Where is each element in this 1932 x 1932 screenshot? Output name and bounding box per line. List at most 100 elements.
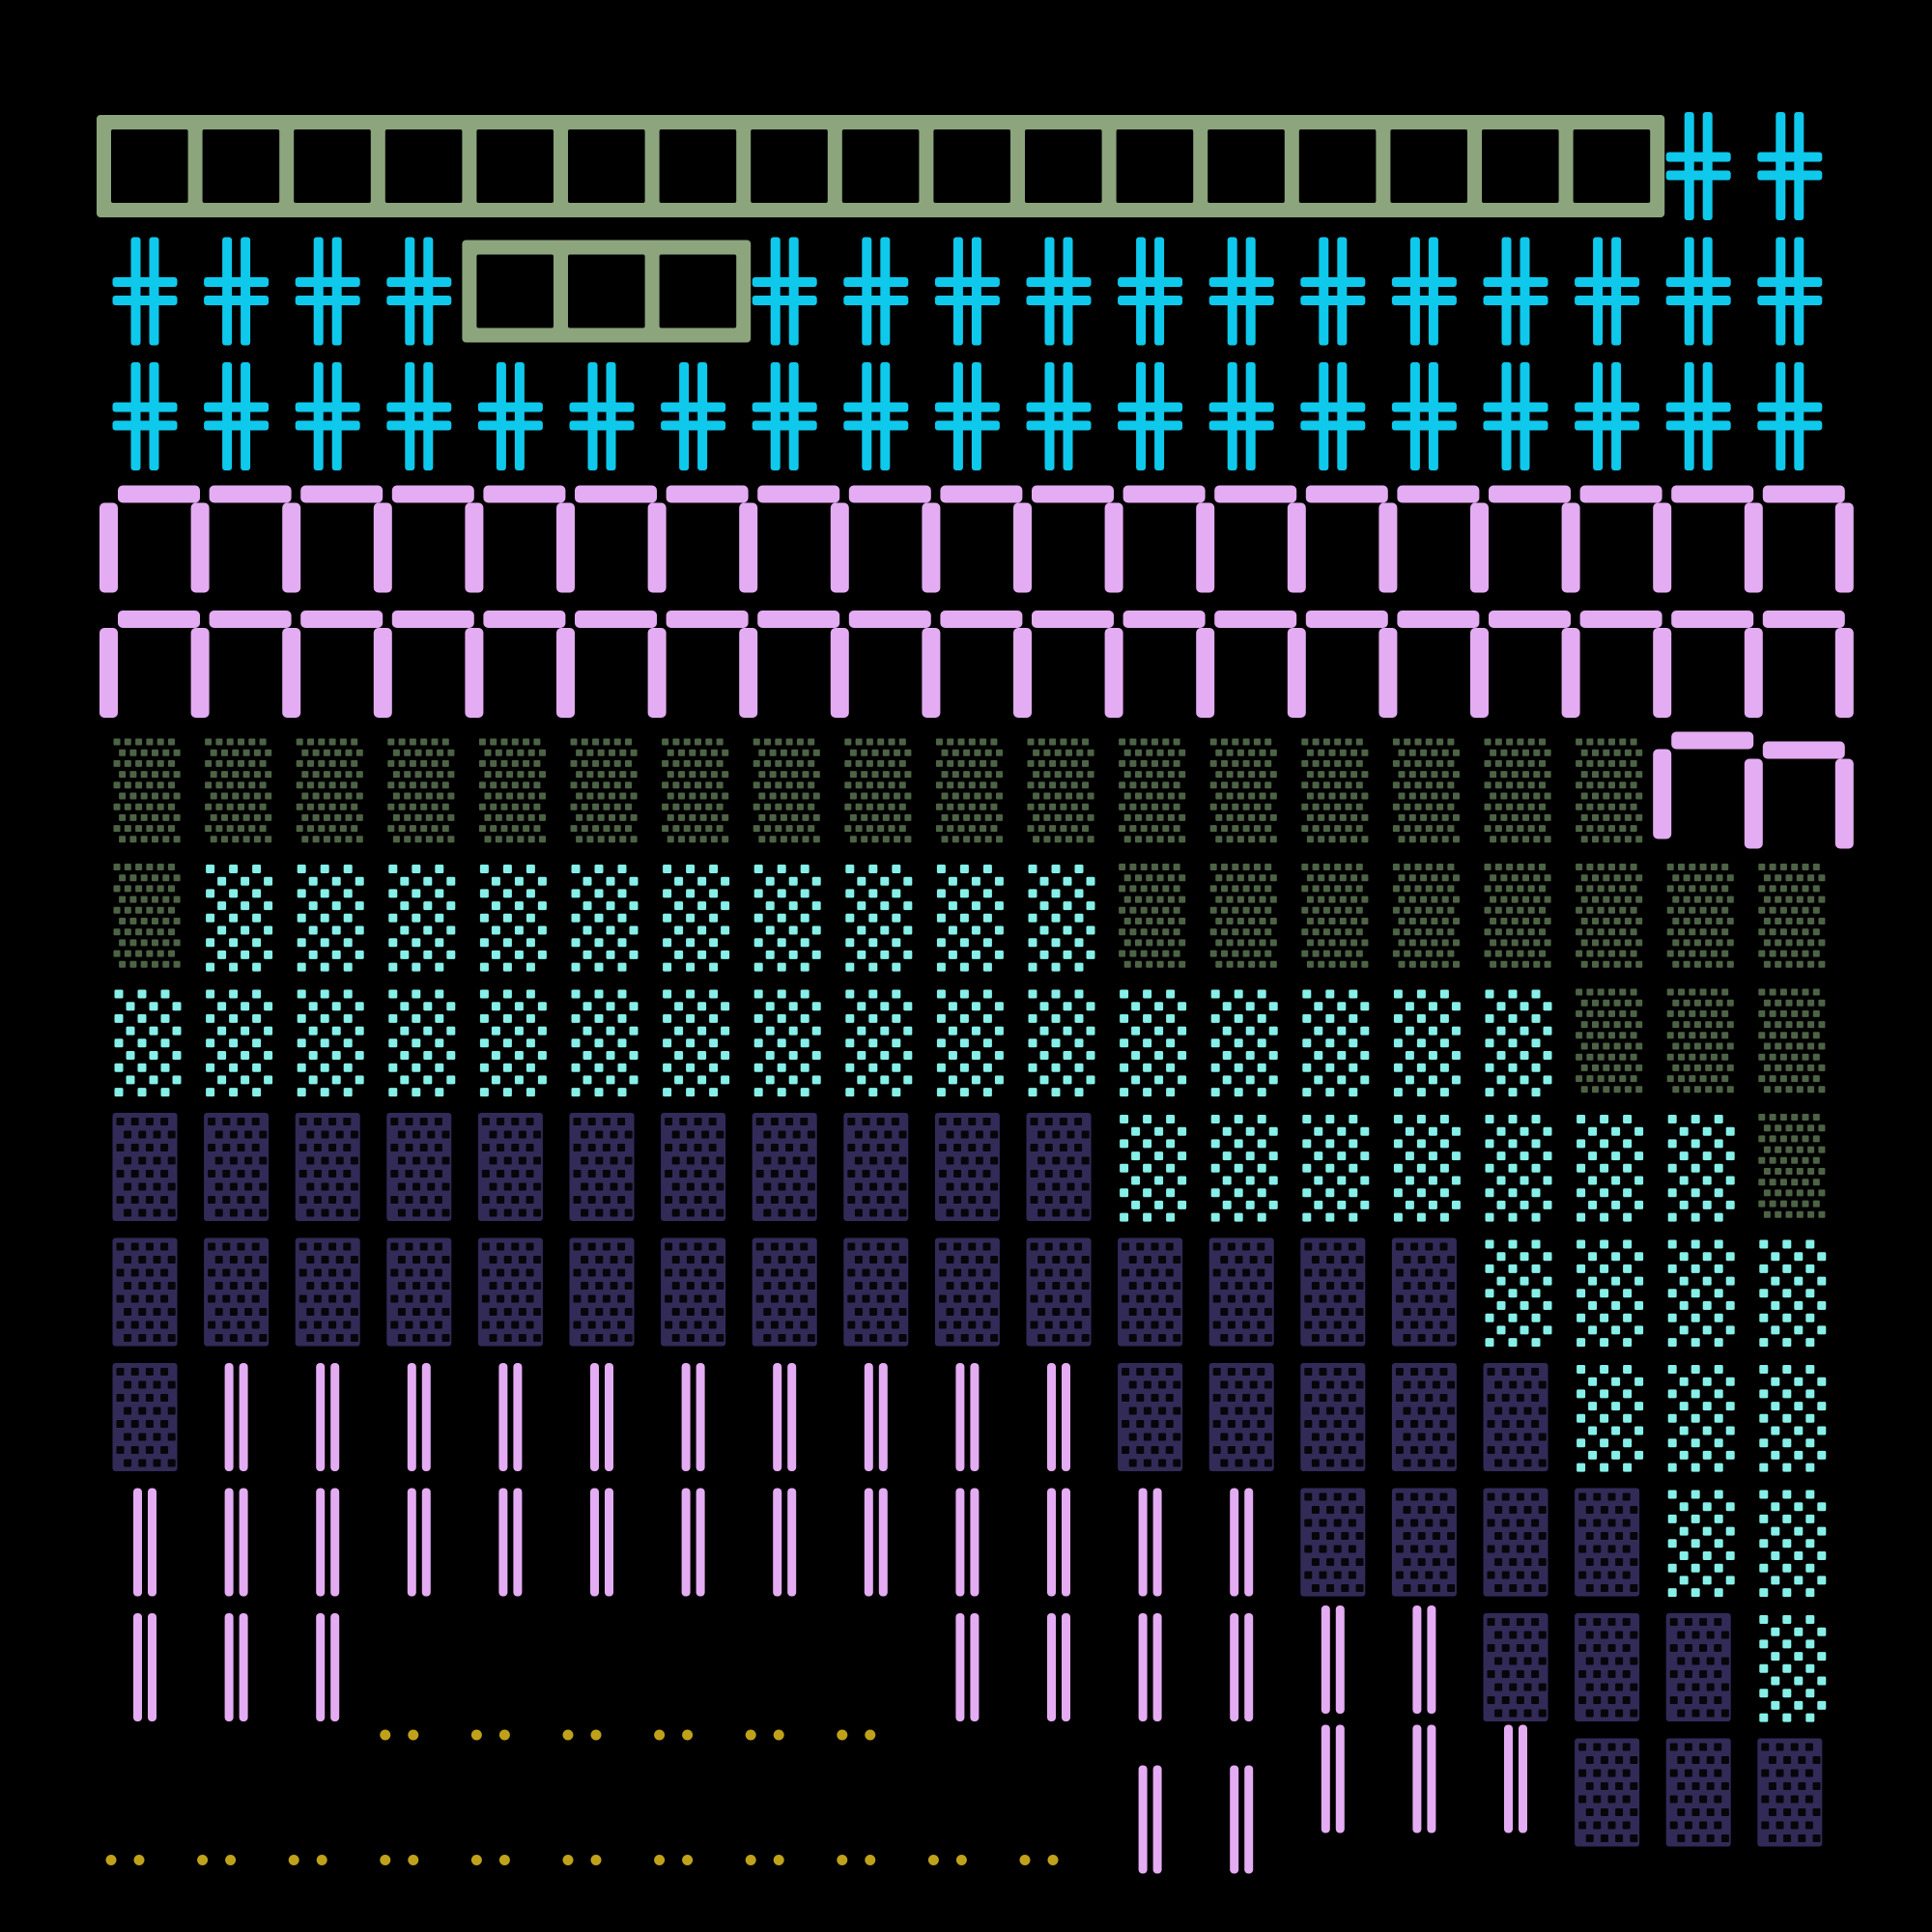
cyan-dot-block	[1485, 989, 1552, 1097]
cyan-dot-block	[1028, 989, 1095, 1097]
double-cross-glyph	[1208, 362, 1274, 470]
green-dot-block	[844, 738, 912, 843]
navy-waffle-block	[1391, 1363, 1457, 1471]
double-cross-glyph	[295, 362, 360, 470]
cyan-dot-block	[663, 865, 730, 972]
double-bar-glyph	[1321, 1605, 1345, 1714]
cyan-dot-block	[753, 865, 821, 972]
green-dot-block	[1301, 738, 1369, 843]
double-bar-glyph	[1138, 1613, 1162, 1721]
double-cross-glyph	[1757, 237, 1823, 346]
double-cross-glyph	[295, 237, 360, 346]
cyan-dot-block	[1302, 1115, 1370, 1222]
green-dot-block	[1392, 864, 1460, 968]
cyan-dot-block	[114, 989, 182, 1097]
double-cross-glyph	[934, 362, 1000, 470]
double-bar-glyph	[407, 1363, 431, 1471]
navy-waffle-block	[1483, 1613, 1548, 1721]
double-bar-glyph	[1047, 1613, 1070, 1721]
navy-waffle-block	[112, 1237, 178, 1347]
navy-waffle-block	[752, 1237, 817, 1347]
double-cross-glyph	[204, 237, 270, 346]
green-dot-block	[1484, 864, 1551, 968]
green-dot-block	[1666, 864, 1734, 968]
double-cross-glyph	[1757, 112, 1823, 220]
square-strip-glyph	[462, 240, 752, 343]
cyan-dot-block	[297, 989, 364, 1097]
double-cross-glyph	[843, 237, 909, 346]
green-dot-block	[1301, 864, 1369, 968]
double-cross-glyph	[1118, 237, 1183, 346]
navy-waffle-block	[752, 1113, 817, 1221]
double-cross-glyph	[1300, 362, 1366, 470]
double-bar-glyph	[1047, 1488, 1070, 1597]
navy-waffle-block	[1575, 1613, 1640, 1721]
green-dot-block	[1576, 988, 1643, 1094]
green-dot-block	[296, 738, 363, 843]
cyan-dot-block	[663, 989, 730, 1097]
navy-waffle-block	[295, 1237, 360, 1347]
double-bar-glyph	[316, 1363, 340, 1471]
green-dot-block	[935, 738, 1003, 843]
navy-waffle-block	[1391, 1488, 1457, 1597]
navy-waffle-block	[386, 1237, 452, 1347]
dot-pair-glyph	[380, 1855, 419, 1865]
double-bar-glyph	[224, 1363, 248, 1471]
double-bar-glyph	[773, 1363, 797, 1471]
cyan-dot-block	[1759, 1615, 1827, 1722]
double-bar-glyph	[1230, 1765, 1254, 1874]
navy-waffle-block	[1300, 1237, 1366, 1347]
dot-pair-glyph	[745, 1729, 784, 1741]
double-bar-glyph	[955, 1363, 980, 1471]
cyan-dot-block	[297, 865, 364, 972]
dot-pair-glyph	[745, 1855, 784, 1865]
double-bar-glyph	[1321, 1724, 1345, 1833]
green-dot-block	[1392, 738, 1460, 843]
green-dot-block	[1666, 988, 1734, 1094]
double-bar-glyph	[1138, 1765, 1162, 1874]
navy-waffle-block	[569, 1113, 635, 1221]
navy-waffle-block	[1026, 1237, 1092, 1347]
navy-waffle-block	[1757, 1738, 1823, 1847]
cyan-dot-block	[845, 865, 913, 972]
double-bar-glyph	[681, 1488, 705, 1597]
cyan-dot-block	[1759, 1365, 1827, 1472]
navy-waffle-block	[1300, 1488, 1366, 1597]
green-dot-block	[1119, 738, 1186, 843]
double-bar-glyph	[1504, 1724, 1527, 1833]
green-dot-block	[1027, 738, 1094, 843]
double-cross-glyph	[661, 362, 726, 470]
cyan-dot-block	[1667, 1239, 1735, 1348]
table-corner-glyph	[99, 611, 1854, 718]
cyan-dot-block	[753, 989, 821, 1097]
navy-waffle-block	[1391, 1237, 1457, 1347]
double-bar-glyph	[316, 1613, 340, 1721]
cyan-dot-block	[388, 989, 456, 1097]
table-corner-glyph	[99, 485, 1854, 593]
cyan-dot-block	[1667, 1115, 1735, 1222]
dot-pair-glyph	[837, 1855, 876, 1865]
double-cross-glyph	[934, 237, 1000, 346]
cyan-dot-block	[1577, 1115, 1644, 1222]
navy-waffle-block	[477, 1113, 543, 1221]
double-cross-glyph	[1208, 237, 1274, 346]
table-corner-glyph	[1653, 731, 1854, 849]
double-cross-glyph	[1665, 112, 1731, 220]
double-cross-glyph	[1118, 362, 1183, 470]
double-cross-glyph	[752, 237, 817, 346]
navy-waffle-block	[112, 1113, 178, 1221]
cyan-dot-block	[1485, 1239, 1552, 1348]
double-bar-glyph	[1230, 1613, 1254, 1721]
navy-waffle-block	[1483, 1363, 1548, 1471]
dot-pair-glyph	[927, 1855, 967, 1865]
cyan-dot-block	[1485, 1115, 1552, 1222]
cyan-dot-block	[1667, 1490, 1735, 1598]
double-bar-glyph	[1412, 1605, 1436, 1714]
cyan-dot-block	[1302, 989, 1370, 1097]
dot-pair-glyph	[1019, 1855, 1059, 1865]
green-dot-block	[113, 864, 181, 968]
dot-pair-glyph	[380, 1729, 419, 1741]
green-dot-block	[1209, 738, 1277, 843]
cyan-dot-block	[1759, 1490, 1827, 1598]
